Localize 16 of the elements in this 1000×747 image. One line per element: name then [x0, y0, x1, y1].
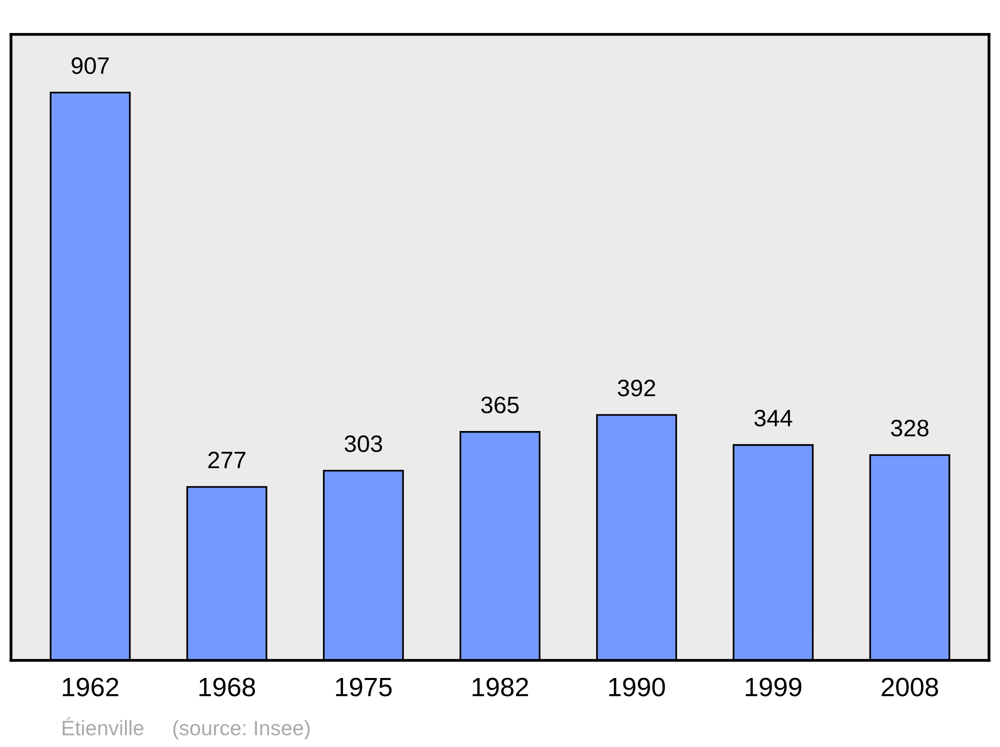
x-tick-label: 1975	[336, 678, 392, 696]
data-label: 365	[481, 396, 519, 414]
x-tick-label: 1962	[62, 678, 118, 696]
data-label: 277	[208, 452, 246, 468]
data-label: 328	[890, 420, 928, 436]
data-label: 392	[618, 380, 656, 396]
data-label: 303	[344, 435, 382, 452]
x-tick-label: 1999	[746, 678, 802, 696]
x-tick-label: 1990	[609, 678, 665, 696]
text: Étienville	[62, 717, 144, 736]
data-label: 344	[754, 410, 792, 426]
x-tick-label: 1982	[472, 678, 528, 696]
text: (source: Insee)	[173, 720, 310, 740]
x-tick-label: 1968	[199, 678, 256, 696]
x-tick-label: 2008	[882, 678, 938, 696]
data-label: 907	[72, 57, 109, 74]
